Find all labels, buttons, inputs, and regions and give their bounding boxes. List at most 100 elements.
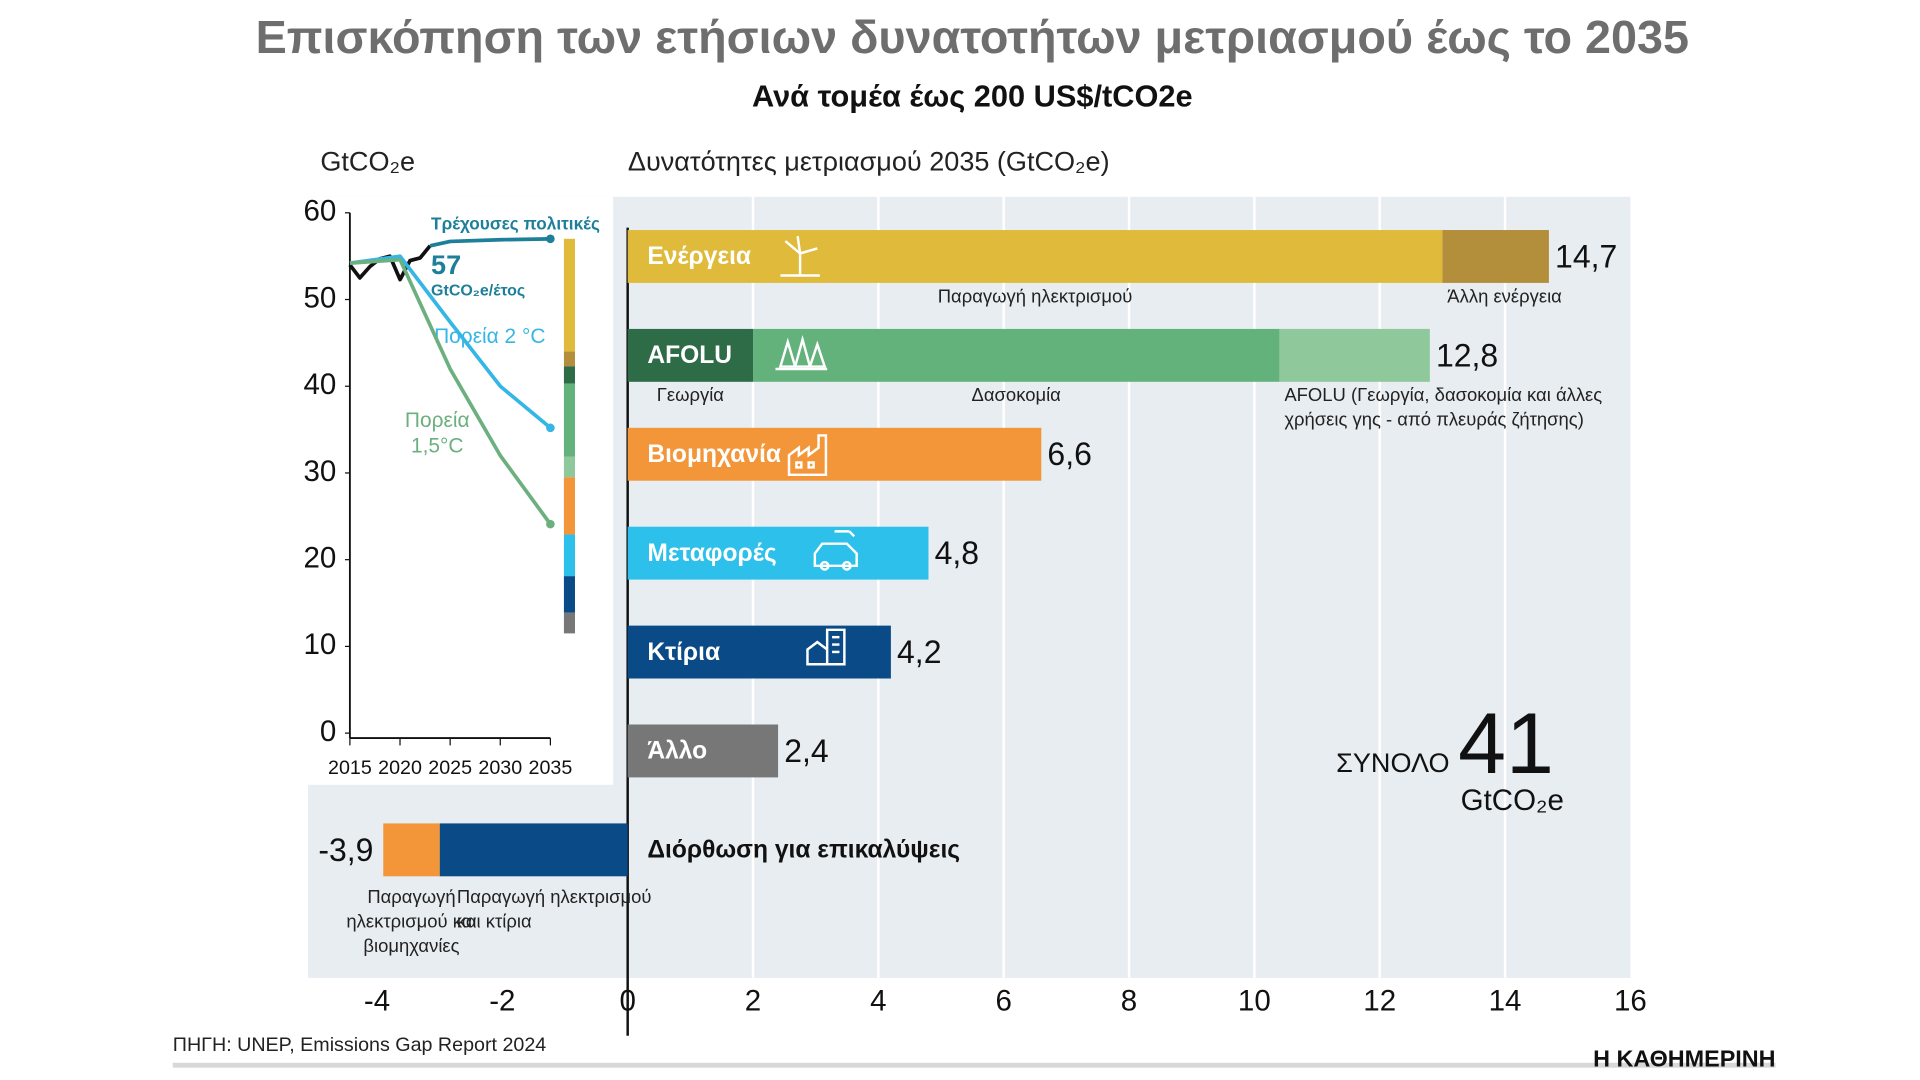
bar-segment bbox=[383, 823, 440, 877]
car-icon bbox=[813, 530, 858, 571]
value-label: 4,2 bbox=[897, 634, 941, 670]
series-label: Πορεία 1,5°C bbox=[404, 408, 470, 458]
bar bbox=[627, 526, 929, 580]
series-label: Πορεία 2 °C bbox=[434, 324, 546, 349]
y-tick-label: 10 bbox=[304, 628, 337, 661]
wind-icon bbox=[780, 235, 820, 277]
category-label: Διόρθωση για επικαλύψεις bbox=[647, 837, 960, 864]
x-tick-label: 6 bbox=[995, 984, 1011, 1017]
segment-label-box: Άλλη ενέργεια bbox=[1447, 286, 1562, 308]
bar bbox=[627, 724, 779, 778]
inset-stack-segment bbox=[563, 534, 575, 577]
x-tick-label: 14 bbox=[1489, 984, 1522, 1017]
total-value: 41 bbox=[1458, 696, 1554, 792]
x-tick-label: 2035 bbox=[529, 757, 573, 779]
value-label: 2,4 bbox=[784, 733, 828, 769]
value-label: -3,9 bbox=[318, 832, 373, 868]
segment-label-box: Παραγωγή ηλεκτρισμού και βιομηχανίες bbox=[346, 887, 477, 958]
y-axis-label: GtCO₂e bbox=[320, 147, 415, 177]
line-series bbox=[429, 237, 551, 248]
total-unit: GtCO₂e bbox=[1461, 784, 1564, 817]
chart-subtitle: Ανά τομέα έως 200 US$/tCO2e bbox=[752, 79, 1193, 114]
footer-rule bbox=[172, 1062, 1776, 1068]
x-tick-label: 4 bbox=[870, 984, 886, 1017]
segment-label-box: Παραγωγή ηλεκτρισμού bbox=[937, 286, 1133, 308]
inset-stack-segment bbox=[563, 576, 575, 613]
end-point bbox=[546, 234, 555, 244]
brand: Η ΚΑΘΗΜΕΡΙΝΗ bbox=[1593, 1045, 1775, 1071]
x-tick-label: 16 bbox=[1614, 984, 1647, 1017]
x-tick-label: 0 bbox=[619, 984, 635, 1017]
x-tick-label: 12 bbox=[1363, 984, 1396, 1017]
bar-segment bbox=[627, 328, 754, 382]
segment-label: Παραγωγή ηλεκτρισμού και βιομηχανίες bbox=[346, 887, 477, 958]
end-point bbox=[546, 423, 555, 433]
trees-icon bbox=[775, 334, 828, 371]
category-label: Μεταφορές bbox=[647, 540, 776, 567]
segment-label: Άλλη ενέργεια bbox=[1447, 286, 1562, 308]
x-tick-label: 2015 bbox=[328, 757, 372, 779]
bar-segment bbox=[439, 823, 628, 877]
value-label: 4,8 bbox=[935, 535, 979, 571]
x-axis-label: Δυνατότητες μετριασμού 2035 (GtCO₂e) bbox=[628, 147, 1110, 177]
bar-segment bbox=[1442, 230, 1549, 283]
x-tick-label: 2020 bbox=[378, 757, 422, 779]
factory-icon bbox=[787, 434, 828, 477]
category-label: AFOLU bbox=[647, 342, 732, 369]
y-tick-label: 30 bbox=[304, 455, 337, 488]
inset-stack-segment bbox=[563, 238, 575, 352]
y-tick-label: 40 bbox=[304, 368, 337, 401]
value-label: 14,7 bbox=[1555, 238, 1617, 274]
segment-label: Γεωργία bbox=[656, 385, 724, 407]
segment-label: Δασοκομία bbox=[971, 385, 1061, 407]
segment-label-box: Γεωργία bbox=[656, 385, 724, 407]
y-tick-label: 50 bbox=[304, 281, 337, 314]
category-label: Άλλο bbox=[647, 738, 707, 765]
inset-stack-segment bbox=[563, 612, 575, 634]
segment-label: Παραγωγή ηλεκτρισμού και κτίρια bbox=[456, 887, 652, 933]
x-tick-label: -2 bbox=[489, 984, 515, 1017]
segment-label: AFOLU (Γεωργία, δασοκομία και άλλες χρήσ… bbox=[1284, 385, 1603, 432]
y-tick-label: 20 bbox=[304, 541, 337, 574]
series-label-box: Πορεία 1,5°C bbox=[404, 408, 470, 458]
grid bbox=[626, 196, 1507, 1036]
source: ΠΗΓΗ: UNEP, Emissions Gap Report 2024 bbox=[173, 1034, 547, 1056]
category-label: Ενέργεια bbox=[647, 243, 751, 270]
inset-panel bbox=[308, 196, 614, 785]
building-icon bbox=[806, 628, 846, 666]
chart-title: Επισκόπηση των ετήσιων δυνατοτήτων μετρι… bbox=[256, 11, 1689, 63]
value-label: 12,8 bbox=[1436, 337, 1498, 373]
x-tick-label: 2 bbox=[745, 984, 761, 1017]
segment-label-box: AFOLU (Γεωργία, δασοκομία και άλλες χρήσ… bbox=[1284, 385, 1603, 432]
total-label: ΣΥΝΟΛΟ bbox=[1336, 748, 1449, 778]
end-point bbox=[546, 519, 555, 529]
bar-segment bbox=[1279, 328, 1430, 382]
line-series bbox=[349, 257, 552, 526]
category-label: Βιομηχανία bbox=[647, 441, 781, 468]
series-label: Τρέχουσες πολιτικές bbox=[431, 214, 600, 234]
segment-label: Παραγωγή ηλεκτρισμού bbox=[937, 286, 1133, 308]
annotation-unit: GtCO₂e/έτος bbox=[431, 283, 525, 300]
bar-segment bbox=[627, 230, 1443, 283]
bar bbox=[627, 427, 1042, 481]
x-tick-label: -4 bbox=[364, 984, 390, 1017]
inset-stack-segment bbox=[563, 351, 575, 367]
inset-stack-segment bbox=[563, 366, 575, 384]
inset-stack-segment bbox=[563, 383, 575, 457]
line-series bbox=[349, 254, 552, 430]
segment-label-box: Παραγωγή ηλεκτρισμού και κτίρια bbox=[456, 887, 652, 933]
y-tick-label: 0 bbox=[320, 715, 336, 748]
y-tick-label: 60 bbox=[304, 195, 337, 228]
value-label: 6,6 bbox=[1047, 436, 1091, 472]
x-tick-label: 8 bbox=[1121, 984, 1137, 1017]
x-tick-label: 10 bbox=[1238, 984, 1271, 1017]
x-tick-label: 2030 bbox=[478, 757, 522, 779]
segment-label-box: Δασοκομία bbox=[971, 385, 1061, 407]
inset-stack-segment bbox=[563, 456, 575, 478]
bar-segment bbox=[753, 328, 1280, 382]
series-label-box: Πορεία 2 °C bbox=[434, 324, 546, 349]
category-label: Κτίρια bbox=[647, 639, 720, 666]
